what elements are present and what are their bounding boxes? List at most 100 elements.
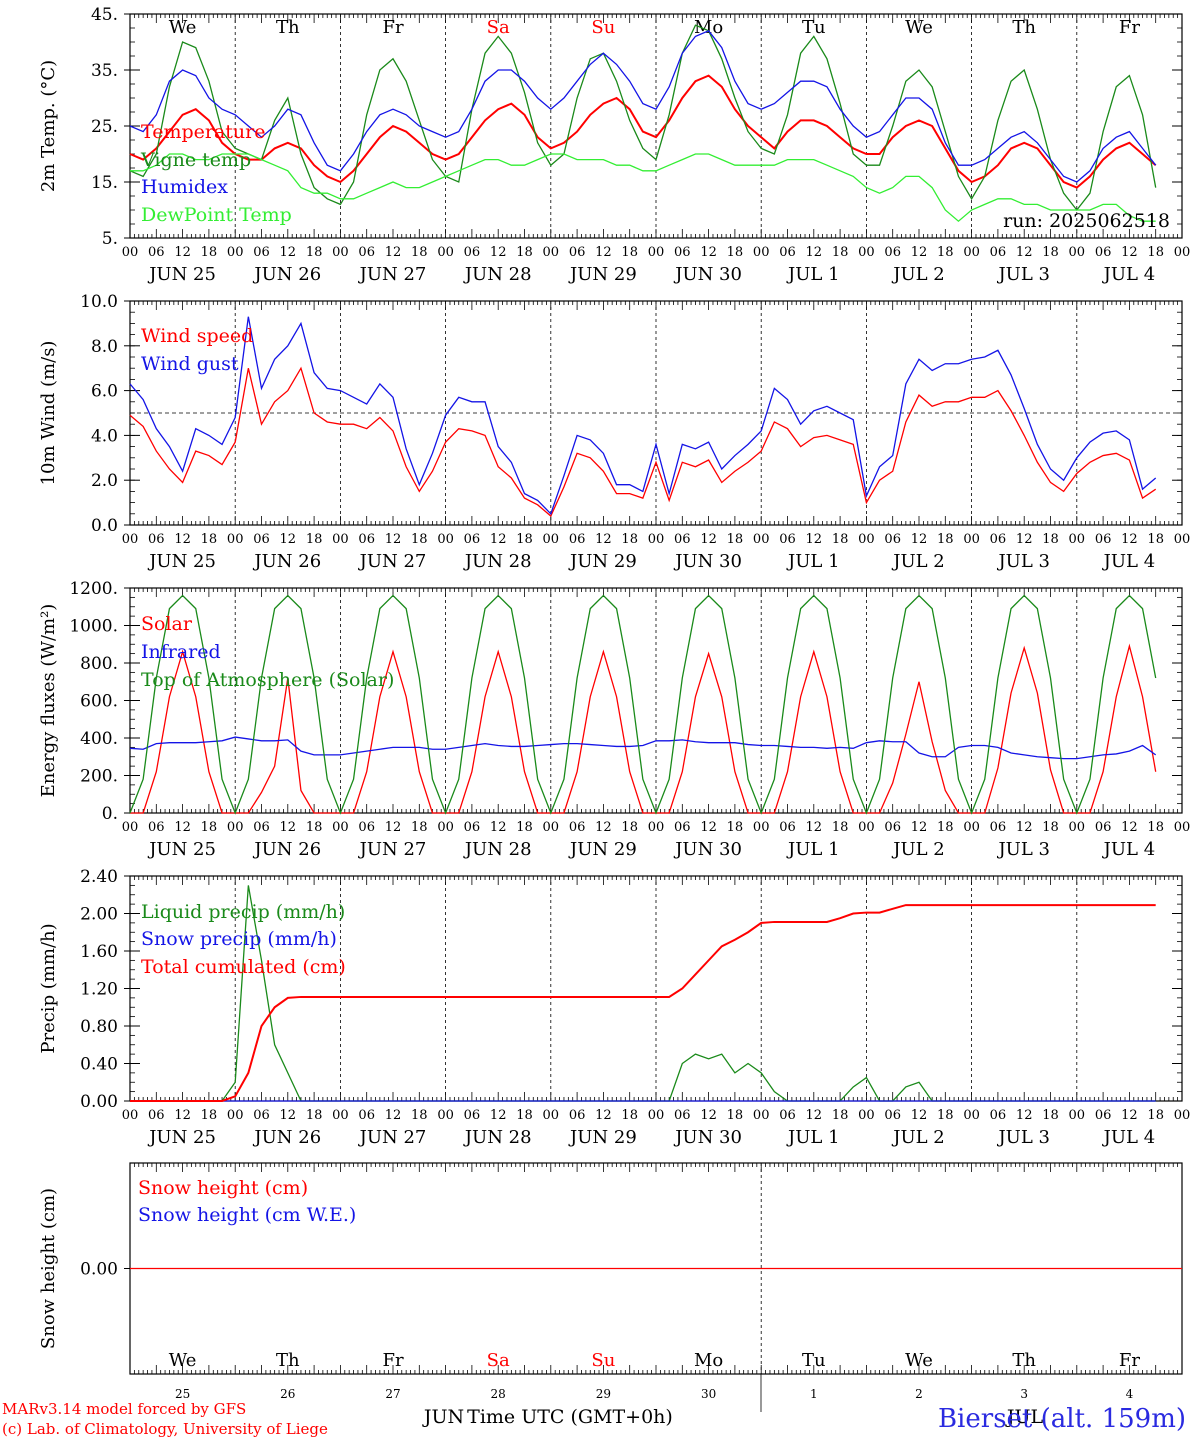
x-hour-label: 00 — [122, 820, 139, 835]
panel-2: 0.0 2.0 4.0 6.0 8.0 10.0 10m Wind (m/s) 00 06 12 1… — [38, 292, 1190, 572]
x-hour-label: 12 — [911, 820, 928, 835]
x-hour-label: 12 — [280, 532, 297, 547]
series-line-3-1 — [130, 643, 1157, 814]
x-hour-label: 00 — [1174, 1108, 1191, 1123]
x-hour-label: 00 — [227, 245, 244, 260]
y-tick-label: 4.0 — [91, 426, 118, 446]
x-hour-label: 18 — [727, 245, 744, 260]
x-date-label: JUL 4 — [1102, 839, 1156, 860]
x-hour-label: 18 — [411, 1108, 428, 1123]
x-hour-label: 00 — [227, 1108, 244, 1123]
x-hour-label: 06 — [569, 532, 586, 547]
y-tick-label: 1.60 — [80, 942, 118, 962]
x-hour-label: 18 — [516, 245, 533, 260]
x-hour-label: 06 — [358, 820, 375, 835]
x-hour-label: 18 — [201, 820, 218, 835]
x-hour-label: 00 — [753, 1108, 770, 1123]
weekday-label: We — [905, 1350, 933, 1371]
day-number-label: 27 — [385, 1387, 400, 1401]
x-hour-label: 00 — [437, 820, 454, 835]
x-hour-label: 18 — [1147, 532, 1164, 547]
x-date-label: JUN 26 — [252, 264, 321, 285]
x-date-label: JUN 28 — [463, 264, 532, 285]
x-hour-label: 00 — [543, 820, 560, 835]
x-date-label: JUL 3 — [996, 1127, 1050, 1148]
x-hour-label: 06 — [779, 532, 796, 547]
x-hour-label: 12 — [806, 532, 823, 547]
x-date-label: JUL 1 — [786, 264, 840, 285]
y-tick-label: 1.20 — [80, 980, 118, 1000]
weekday-label: We — [905, 17, 933, 38]
legend-entry: Wind gust — [141, 353, 239, 375]
x-hour-label: 06 — [674, 1108, 691, 1123]
x-hour-label: 12 — [280, 820, 297, 835]
x-hour-label: 12 — [280, 1108, 297, 1123]
x-hour-label: 12 — [700, 532, 717, 547]
x-hour-label: 18 — [727, 532, 744, 547]
x-hour-label: 12 — [911, 245, 928, 260]
day-number-label: 25 — [175, 1387, 190, 1401]
plot-frame — [129, 587, 1183, 814]
x-date-label: JUN 26 — [252, 1127, 321, 1148]
x-hour-label: 18 — [201, 532, 218, 547]
weekday-label: Fr — [382, 1350, 403, 1371]
legend-entry: Top of Atmosphere (Solar) — [141, 669, 394, 691]
x-hour-label: 18 — [832, 1108, 849, 1123]
y-tick-label: 25. — [91, 117, 118, 137]
x-date-label: JUL 3 — [996, 264, 1050, 285]
y-axis-label: Precip (mm/h) — [38, 923, 59, 1053]
x-hour-label: 06 — [464, 245, 481, 260]
x-hour-label: 06 — [148, 245, 165, 260]
run-label: run: 2025062518 — [1003, 210, 1170, 232]
x-hour-label: 12 — [1016, 532, 1033, 547]
x-hour-label: 18 — [1147, 820, 1164, 835]
x-hour-label: 18 — [937, 245, 954, 260]
x-hour-label: 06 — [358, 1108, 375, 1123]
panels: 5.15.25.35.45.2m Temp. (°C)00 06 12 18 00 06 1… — [38, 5, 1190, 1428]
x-hour-label: 18 — [306, 1108, 323, 1123]
x-hour-label: 00 — [1069, 245, 1086, 260]
x-hour-label: 18 — [1042, 245, 1059, 260]
series-line-1-2 — [129, 24, 1157, 212]
weekday-label: Fr — [1119, 1350, 1140, 1371]
x-date-label: JUL 1 — [786, 551, 840, 572]
day-number-label: 1 — [810, 1387, 818, 1401]
x-hour-label: 00 — [753, 245, 770, 260]
x-hour-label: 18 — [516, 1108, 533, 1123]
y-tick-label: 8.0 — [91, 337, 118, 357]
x-hour-label: 06 — [464, 1108, 481, 1123]
x-hour-label: 00 — [858, 1108, 875, 1123]
x-hour-label: 06 — [1095, 1108, 1112, 1123]
x-hour-label: 18 — [937, 820, 954, 835]
legend-entry: Solar — [141, 613, 193, 635]
x-hour-label: 00 — [122, 245, 139, 260]
x-date-label: JUL 2 — [891, 264, 945, 285]
x-hour-label: 18 — [201, 1108, 218, 1123]
day-number-label: 4 — [1126, 1387, 1134, 1401]
legend-entry: Liquid precip (mm/h) — [141, 901, 345, 923]
x-date-label: JUN 25 — [147, 1127, 216, 1148]
x-hour-label: 00 — [963, 820, 980, 835]
x-hour-label: 18 — [621, 532, 638, 547]
x-hour-label: 06 — [464, 820, 481, 835]
y-tick-label: 0.00 — [80, 1092, 118, 1112]
weekday-label: Th — [276, 17, 300, 38]
x-hour-label: 18 — [832, 245, 849, 260]
x-hour-label: 18 — [1147, 1108, 1164, 1123]
x-hour-label: 18 — [411, 820, 428, 835]
x-hour-label: 12 — [806, 820, 823, 835]
y-tick-label: 0. — [102, 804, 118, 824]
weekday-label: Sa — [487, 1350, 510, 1371]
x-hour-label: 18 — [621, 1108, 638, 1123]
day-number-label: 2 — [915, 1387, 923, 1401]
x-date-label: JUL 3 — [996, 551, 1050, 572]
x-hour-label: 00 — [227, 532, 244, 547]
x-hour-label: 18 — [832, 820, 849, 835]
x-hour-label: 06 — [148, 1108, 165, 1123]
x-hour-label: 00 — [122, 1108, 139, 1123]
x-hour-label: 12 — [911, 1108, 928, 1123]
x-hour-label: 00 — [648, 820, 665, 835]
x-date-label: JUN 30 — [673, 264, 742, 285]
x-hour-label: 18 — [201, 245, 218, 260]
